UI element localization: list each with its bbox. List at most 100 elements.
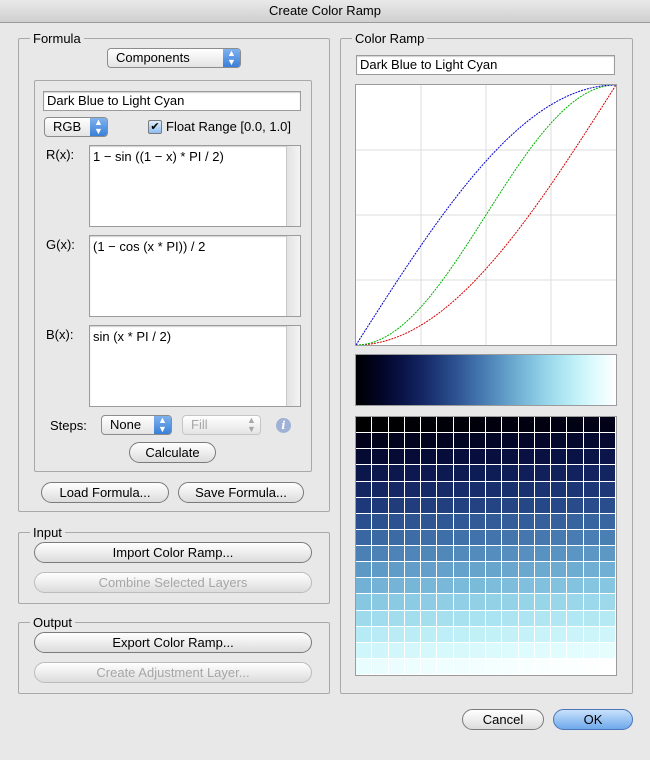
fill-popup[interactable]: Fill ▲ ▼ xyxy=(182,415,261,435)
color-swatch[interactable] xyxy=(469,465,485,481)
color-swatch[interactable] xyxy=(437,481,453,497)
color-swatch[interactable] xyxy=(404,449,420,465)
color-swatch[interactable] xyxy=(534,513,550,529)
color-swatch[interactable] xyxy=(404,626,420,642)
color-swatch[interactable] xyxy=(404,610,420,626)
color-swatch[interactable] xyxy=(567,449,583,465)
color-swatch[interactable] xyxy=(583,578,599,594)
color-swatch[interactable] xyxy=(356,626,372,642)
color-swatch[interactable] xyxy=(453,433,469,449)
color-swatch[interactable] xyxy=(421,529,437,545)
save-formula-button[interactable]: Save Formula... xyxy=(178,482,304,503)
color-swatch[interactable] xyxy=(583,642,599,658)
color-swatch[interactable] xyxy=(469,594,485,610)
color-swatch[interactable] xyxy=(502,449,518,465)
color-swatch[interactable] xyxy=(372,481,388,497)
color-swatch[interactable] xyxy=(356,417,372,433)
color-swatch[interactable] xyxy=(388,626,404,642)
color-swatch[interactable] xyxy=(518,529,534,545)
color-swatch[interactable] xyxy=(469,433,485,449)
color-swatch[interactable] xyxy=(534,578,550,594)
color-swatch[interactable] xyxy=(567,658,583,674)
color-swatch[interactable] xyxy=(502,513,518,529)
color-swatch[interactable] xyxy=(453,513,469,529)
color-swatch[interactable] xyxy=(599,449,615,465)
color-swatch[interactable] xyxy=(502,594,518,610)
color-swatch[interactable] xyxy=(404,642,420,658)
color-swatch[interactable] xyxy=(404,465,420,481)
color-swatch[interactable] xyxy=(599,610,615,626)
color-swatch[interactable] xyxy=(551,626,567,642)
color-swatch[interactable] xyxy=(372,513,388,529)
color-swatch[interactable] xyxy=(437,497,453,513)
color-swatch[interactable] xyxy=(388,497,404,513)
color-swatch[interactable] xyxy=(486,594,502,610)
color-swatch[interactable] xyxy=(534,417,550,433)
color-swatch[interactable] xyxy=(486,546,502,562)
steps-popup[interactable]: None ▲ ▼ xyxy=(101,415,172,435)
color-swatch[interactable] xyxy=(437,465,453,481)
color-swatch[interactable] xyxy=(437,642,453,658)
info-icon[interactable]: i xyxy=(276,418,291,433)
color-swatch[interactable] xyxy=(388,642,404,658)
color-swatch[interactable] xyxy=(567,626,583,642)
color-swatch[interactable] xyxy=(583,658,599,674)
color-swatch[interactable] xyxy=(486,449,502,465)
color-swatch[interactable] xyxy=(372,497,388,513)
color-swatch[interactable] xyxy=(437,594,453,610)
color-swatch[interactable] xyxy=(534,626,550,642)
color-swatch[interactable] xyxy=(421,433,437,449)
color-swatch[interactable] xyxy=(388,610,404,626)
color-swatch[interactable] xyxy=(453,626,469,642)
color-swatch[interactable] xyxy=(469,642,485,658)
color-swatch[interactable] xyxy=(356,497,372,513)
color-swatch[interactable] xyxy=(518,658,534,674)
color-swatch[interactable] xyxy=(486,562,502,578)
color-swatch[interactable] xyxy=(469,546,485,562)
color-swatch[interactable] xyxy=(583,465,599,481)
color-swatch[interactable] xyxy=(502,610,518,626)
color-swatch[interactable] xyxy=(599,433,615,449)
color-swatch[interactable] xyxy=(469,578,485,594)
color-swatch[interactable] xyxy=(404,433,420,449)
color-swatch[interactable] xyxy=(356,449,372,465)
color-swatch[interactable] xyxy=(583,546,599,562)
color-swatch[interactable] xyxy=(388,465,404,481)
color-swatch[interactable] xyxy=(518,465,534,481)
color-swatch[interactable] xyxy=(502,578,518,594)
color-swatch[interactable] xyxy=(469,449,485,465)
color-swatch[interactable] xyxy=(469,529,485,545)
color-swatch[interactable] xyxy=(356,529,372,545)
b-formula-field[interactable]: sin (x * PI / 2) xyxy=(89,325,301,407)
color-swatch[interactable] xyxy=(518,433,534,449)
color-swatch[interactable] xyxy=(502,417,518,433)
color-swatch[interactable] xyxy=(469,658,485,674)
color-swatch[interactable] xyxy=(567,433,583,449)
color-swatch[interactable] xyxy=(534,449,550,465)
color-swatch[interactable] xyxy=(583,529,599,545)
color-swatch[interactable] xyxy=(583,594,599,610)
color-swatch[interactable] xyxy=(437,529,453,545)
color-swatch[interactable] xyxy=(453,658,469,674)
color-swatch[interactable] xyxy=(567,594,583,610)
color-swatch[interactable] xyxy=(356,465,372,481)
color-swatch[interactable] xyxy=(486,658,502,674)
color-swatch[interactable] xyxy=(583,513,599,529)
color-swatch[interactable] xyxy=(356,433,372,449)
color-swatch[interactable] xyxy=(551,529,567,545)
color-swatch[interactable] xyxy=(502,546,518,562)
color-swatch[interactable] xyxy=(421,610,437,626)
color-swatch[interactable] xyxy=(453,578,469,594)
color-swatch[interactable] xyxy=(356,578,372,594)
color-swatch[interactable] xyxy=(372,658,388,674)
color-swatch[interactable] xyxy=(567,642,583,658)
g-formula-field[interactable]: (1 − cos (x * PI)) / 2 xyxy=(89,235,301,317)
color-swatch[interactable] xyxy=(567,578,583,594)
color-swatch[interactable] xyxy=(486,642,502,658)
color-swatch[interactable] xyxy=(372,578,388,594)
color-swatch[interactable] xyxy=(372,465,388,481)
color-swatch[interactable] xyxy=(404,578,420,594)
b-formula-scrollbar[interactable] xyxy=(286,326,300,406)
color-swatch[interactable] xyxy=(599,546,615,562)
color-swatch[interactable] xyxy=(567,546,583,562)
